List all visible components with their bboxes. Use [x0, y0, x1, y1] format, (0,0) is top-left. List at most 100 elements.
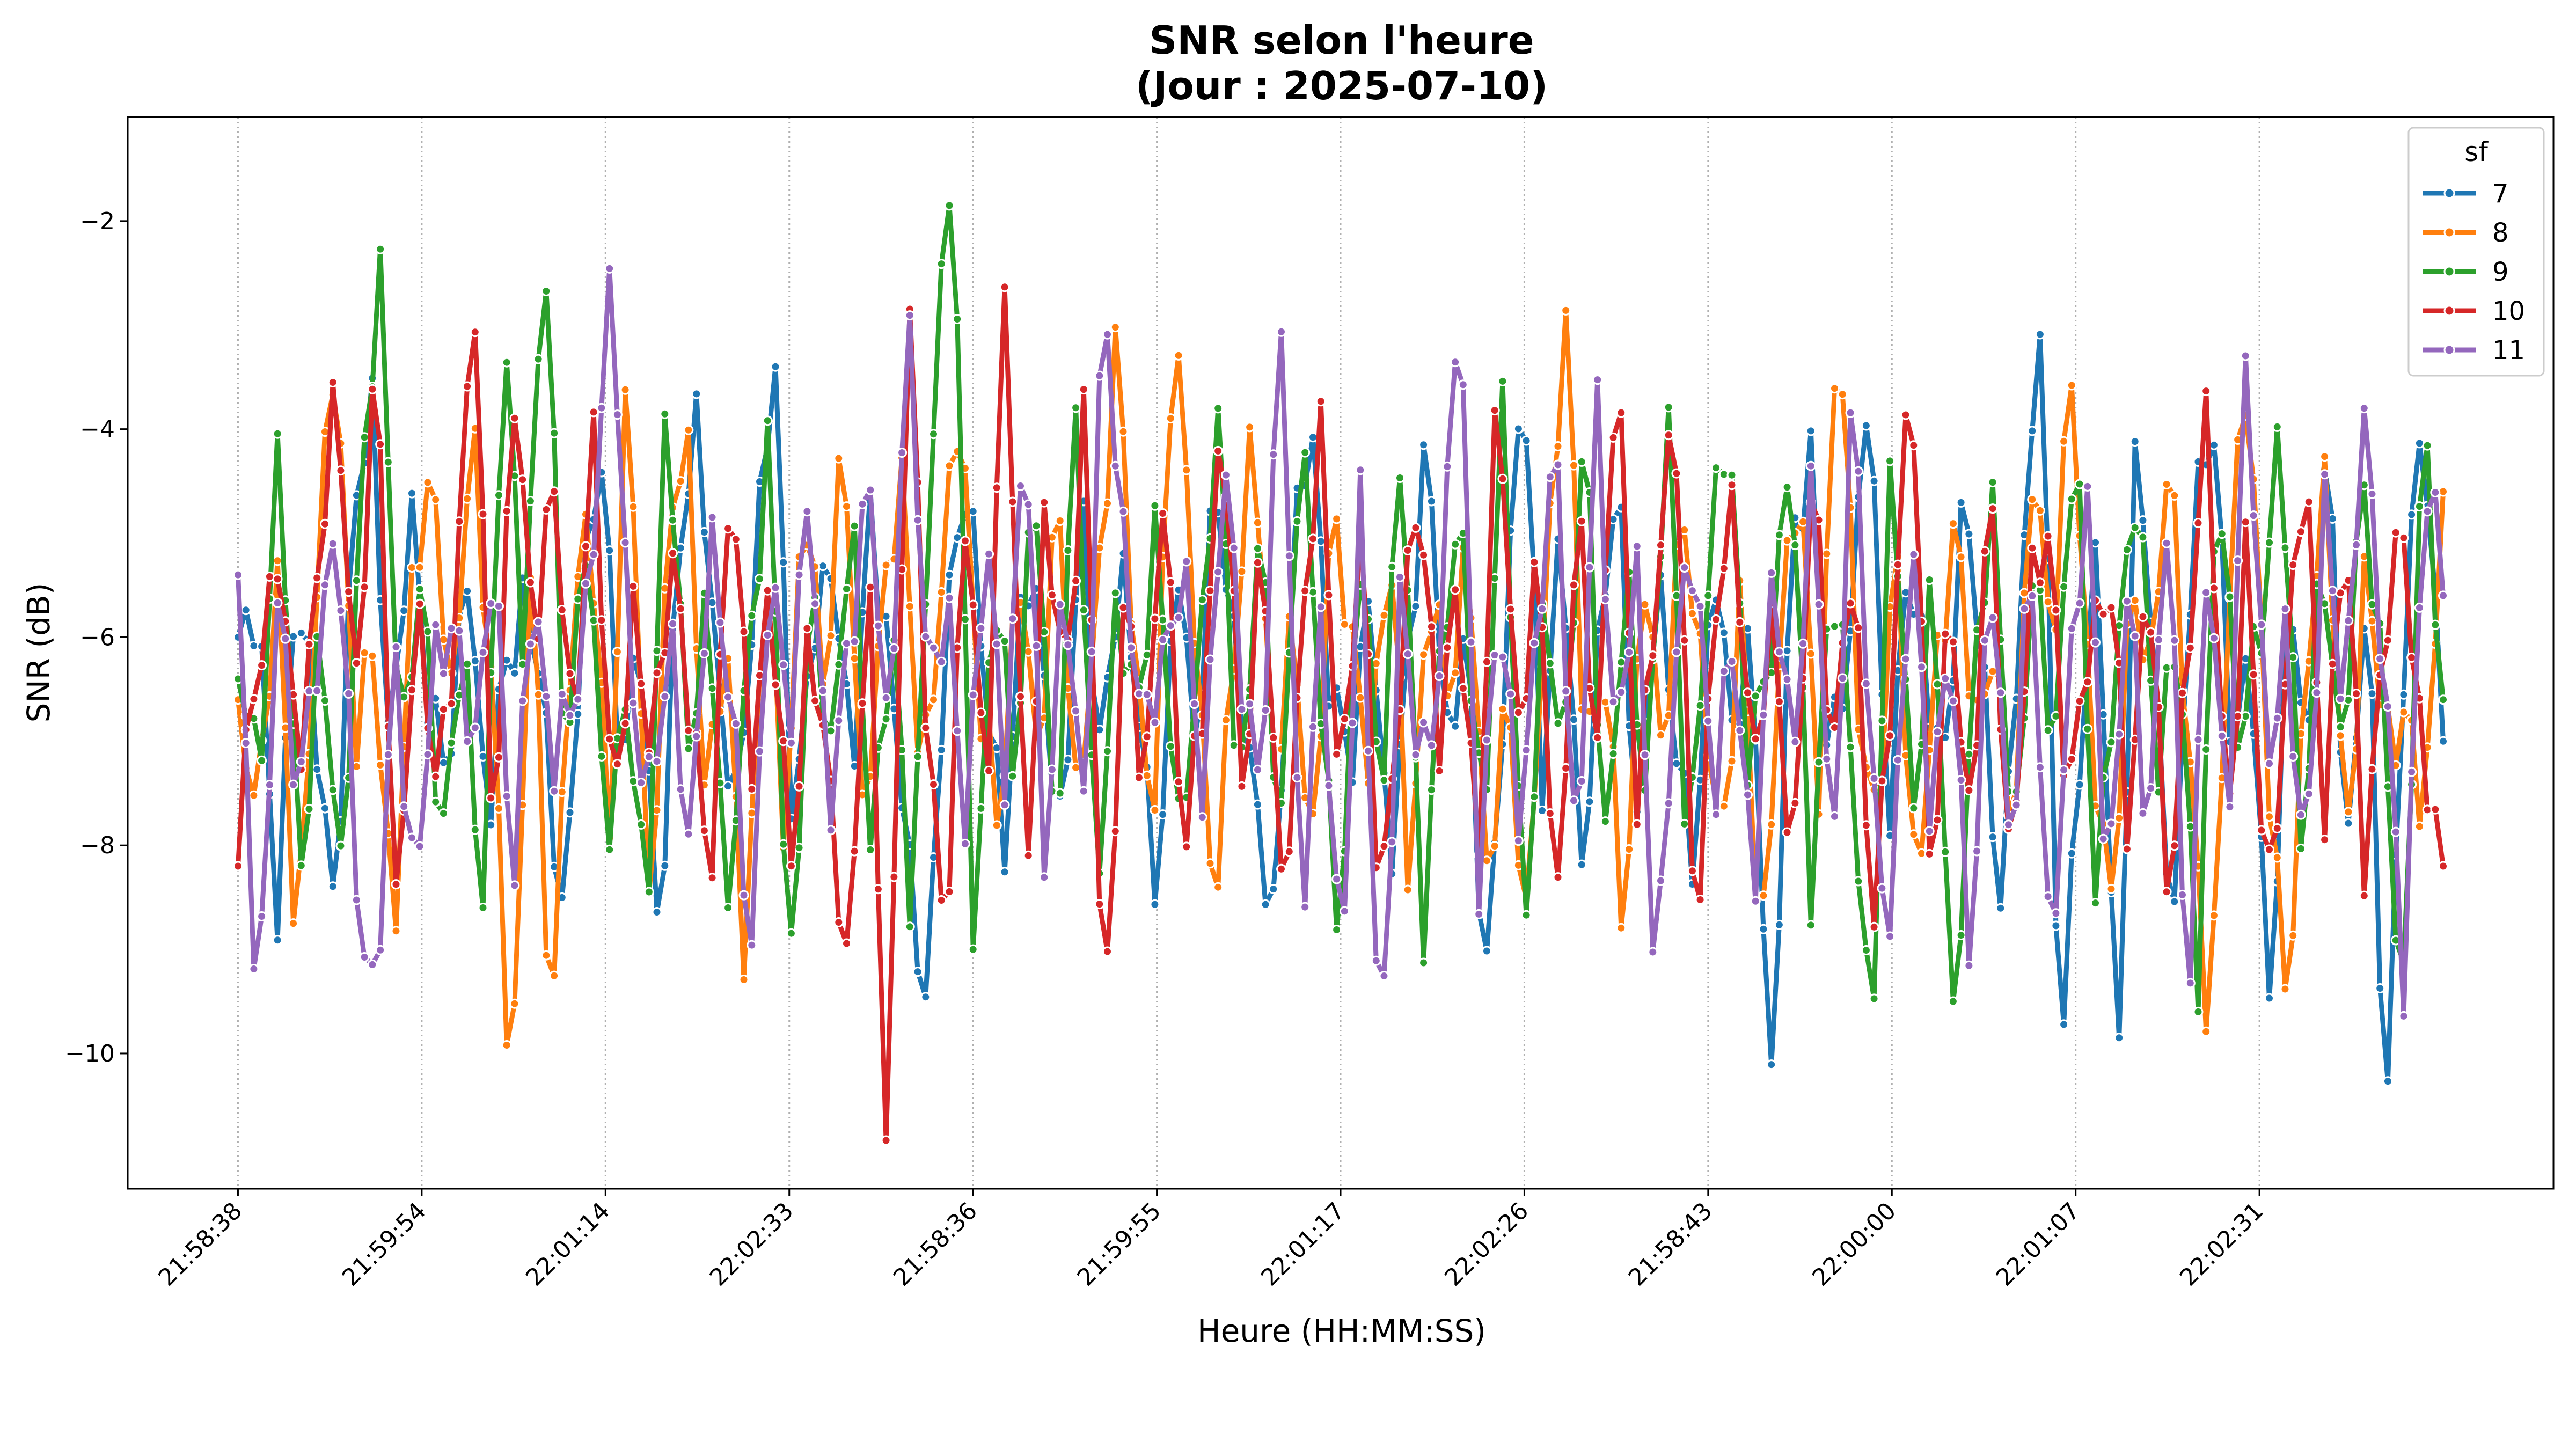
- legend-item-9: 9: [2423, 257, 2509, 287]
- data-point: [335, 465, 346, 476]
- data-point: [422, 626, 433, 637]
- data-point: [1150, 805, 1160, 815]
- data-point: [1631, 819, 1642, 830]
- data-point: [1331, 749, 1342, 759]
- data-point: [2169, 635, 2180, 646]
- data-point: [2059, 1019, 2069, 1030]
- data-point: [2146, 783, 2156, 794]
- data-point: [391, 879, 401, 890]
- data-point: [952, 726, 963, 736]
- data-point: [1671, 647, 1682, 657]
- data-point: [770, 582, 781, 593]
- data-point: [1023, 499, 1034, 510]
- data-point: [233, 861, 243, 872]
- data-point: [668, 548, 678, 559]
- data-point: [1418, 550, 1429, 560]
- data-point: [707, 683, 718, 694]
- data-point: [2106, 883, 2117, 894]
- data-point: [2382, 701, 2393, 712]
- data-point: [2201, 744, 2212, 755]
- data-point: [240, 738, 251, 748]
- data-point: [1845, 598, 1856, 609]
- data-point: [1165, 413, 1176, 424]
- data-point: [936, 259, 947, 269]
- data-point: [1150, 500, 1160, 511]
- data-point: [1861, 678, 1871, 689]
- data-point: [1813, 599, 1824, 610]
- data-point: [802, 623, 813, 634]
- data-point: [928, 694, 939, 705]
- data-point: [1489, 841, 1500, 851]
- data-point: [817, 685, 828, 696]
- data-point: [2438, 861, 2448, 872]
- data-point: [1007, 496, 1018, 507]
- data-point: [976, 623, 986, 633]
- data-point: [1576, 776, 1587, 786]
- data-point: [2043, 531, 2053, 541]
- data-point: [501, 506, 512, 516]
- data-point: [1426, 785, 1437, 795]
- data-point: [1102, 746, 1113, 757]
- data-point: [2114, 729, 2125, 740]
- data-point: [1521, 745, 1532, 756]
- data-point: [2280, 604, 2290, 614]
- data-point: [2043, 597, 2053, 608]
- data-point: [1205, 586, 1216, 596]
- data-point: [1402, 545, 1413, 555]
- data-point: [2098, 609, 2109, 619]
- data-point: [778, 660, 789, 670]
- data-point: [438, 808, 449, 819]
- data-point: [1505, 689, 1516, 699]
- data-point: [1663, 402, 1674, 413]
- data-point: [1331, 514, 1342, 524]
- data-point: [454, 516, 465, 527]
- data-point: [841, 938, 852, 949]
- data-point: [1513, 707, 1524, 718]
- data-point: [2082, 677, 2093, 687]
- data-point: [2106, 818, 2117, 829]
- data-point: [944, 886, 955, 897]
- data-point: [2288, 751, 2299, 762]
- data-point: [604, 734, 615, 744]
- data-point: [1489, 405, 1500, 416]
- data-point: [2169, 896, 2180, 907]
- data-point: [1331, 874, 1342, 884]
- data-point: [430, 494, 441, 505]
- legend-label: 11: [2492, 335, 2525, 365]
- data-point: [1703, 715, 1714, 726]
- data-point: [2129, 436, 2140, 447]
- data-point: [1735, 617, 1745, 627]
- data-point: [422, 749, 433, 760]
- data-point: [1189, 699, 1199, 709]
- data-point: [414, 598, 425, 609]
- data-point: [928, 779, 939, 790]
- data-point: [643, 887, 654, 897]
- data-point: [1885, 730, 1896, 741]
- data-point: [549, 428, 560, 438]
- data-point: [1908, 829, 1919, 840]
- data-point: [699, 527, 709, 537]
- data-point: [1213, 882, 1224, 892]
- data-point: [2043, 725, 2053, 736]
- data-point: [904, 921, 915, 932]
- data-point: [1553, 441, 1563, 451]
- data-point: [960, 614, 970, 625]
- data-point: [1987, 612, 1998, 623]
- data-point: [1292, 772, 1302, 783]
- data-point: [1355, 465, 1366, 475]
- data-point: [2121, 596, 2132, 606]
- data-point: [2059, 436, 2069, 447]
- data-point: [1505, 604, 1516, 614]
- data-point: [762, 630, 773, 640]
- data-point: [1331, 925, 1342, 935]
- data-point: [730, 718, 741, 729]
- data-point: [1956, 552, 1966, 562]
- data-point: [1576, 456, 1587, 467]
- data-point: [2051, 920, 2061, 931]
- data-point: [1940, 673, 1951, 684]
- data-point: [470, 722, 480, 733]
- data-point: [2098, 833, 2109, 844]
- data-point: [2177, 687, 2187, 698]
- data-point: [1039, 872, 1050, 883]
